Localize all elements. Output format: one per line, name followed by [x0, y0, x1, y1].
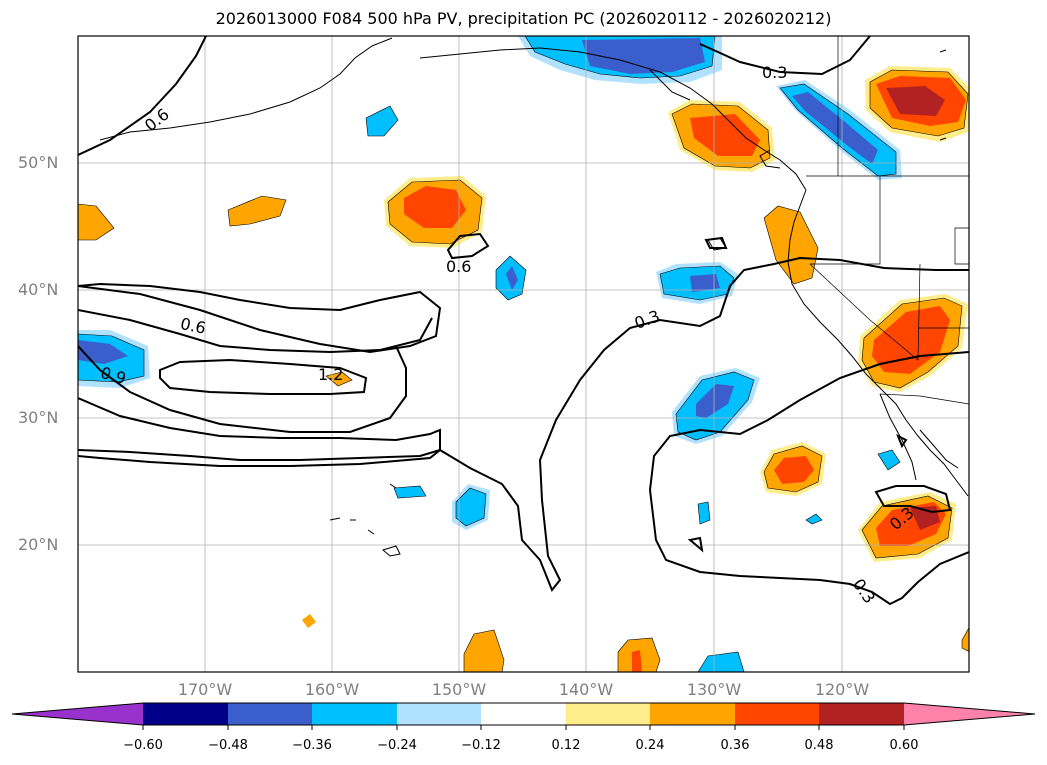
negative-anomaly-shape	[697, 651, 745, 672]
pv-contour	[649, 351, 969, 491]
lat-label: 30°N	[18, 408, 59, 427]
colorbar-extend-low	[12, 703, 143, 725]
map-title: 2026013000 F084 500 hPa PV, precipitatio…	[215, 9, 832, 28]
pv-contour	[699, 36, 871, 76]
lon-label: 160°W	[304, 680, 360, 699]
negative-anomaly-shape	[690, 274, 720, 292]
colorbar-segment	[735, 703, 819, 725]
positive-anomaly-shape	[872, 306, 950, 374]
colorbar-segment	[228, 703, 312, 725]
pv-contour	[874, 485, 952, 514]
positive-anomaly-shape	[302, 614, 316, 628]
colorbar-tick-label: 0.48	[804, 738, 834, 753]
pv-contour	[896, 433, 908, 449]
pv-contour	[446, 232, 490, 260]
pv-contour	[78, 345, 407, 433]
pv-contour	[78, 282, 442, 354]
negative-anomaly-shape	[697, 501, 711, 525]
colorbar-segment	[312, 703, 397, 725]
colorbar-tick-label: −0.60	[123, 738, 163, 753]
pv-contours	[78, 36, 969, 606]
lon-label: 150°W	[431, 680, 487, 699]
contour-label: 0.6	[179, 314, 208, 338]
pv-contour	[159, 358, 368, 395]
colorbar-tick-label: 0.60	[889, 738, 919, 753]
contour-label: 0.3	[762, 63, 787, 82]
lon-label: 140°W	[558, 680, 614, 699]
colorbar-segment	[650, 703, 735, 725]
positive-anomaly-shape	[78, 203, 115, 241]
positive-anomaly-shape	[690, 114, 760, 156]
negative-anomaly-shape	[792, 92, 878, 164]
negative-anomaly-shape	[506, 266, 518, 290]
negative-anomaly-shape	[877, 449, 901, 471]
colorbar-segment	[143, 703, 228, 725]
colorbar-tick-label: 0.12	[551, 738, 581, 753]
pv-contour	[78, 36, 207, 156]
positive-anomaly-shape	[463, 629, 505, 672]
lat-label: 50°N	[18, 153, 59, 172]
positive-anomaly-shape	[227, 195, 287, 227]
coastlines	[99, 37, 969, 557]
pv-contour	[687, 536, 704, 553]
colorbar-tick-label: −0.24	[377, 738, 417, 753]
lon-label: 130°W	[686, 680, 742, 699]
colorbar-tick-label: 0.24	[635, 738, 665, 753]
negative-anomaly-shape	[365, 105, 399, 137]
pv-contour	[78, 256, 969, 592]
colorbar-segment	[481, 703, 566, 725]
contour-label: 1.2	[318, 365, 343, 384]
lat-label: 20°N	[18, 535, 59, 554]
graticule	[78, 36, 969, 672]
lat-label: 40°N	[18, 280, 59, 299]
colorbar-tick-label: −0.48	[208, 738, 248, 753]
positive-anomaly-shape	[961, 627, 969, 652]
colorbar-tick-label: 0.36	[720, 738, 750, 753]
map-background	[78, 36, 969, 672]
colorbar-tick-label: −0.36	[292, 738, 332, 753]
lon-label: 120°W	[814, 680, 870, 699]
positive-anomaly-shape	[404, 186, 466, 228]
colorbar-tick-label: −0.12	[461, 738, 501, 753]
negative-anomaly-shape	[78, 340, 128, 364]
contour-label: 0.6	[446, 257, 471, 276]
negative-anomaly-shape	[393, 485, 427, 499]
negative-anomaly-shape	[805, 513, 823, 525]
positive-anomaly-shape	[763, 205, 819, 285]
negative-anomaly-shape	[582, 38, 705, 74]
colorbar-segment	[819, 703, 904, 725]
positive-anomaly-shape	[774, 456, 814, 484]
positive-anomaly-shape	[325, 371, 353, 387]
colorbar-extend-high	[904, 703, 1035, 725]
positive-anomaly-shape	[886, 86, 945, 116]
map-frame	[77, 35, 970, 673]
lon-label: 170°W	[177, 680, 233, 699]
positive-anomaly-shape	[632, 650, 642, 672]
colorbar-segment	[397, 703, 481, 725]
pv-contour	[78, 397, 441, 467]
precip-anomaly-layer	[78, 36, 969, 672]
pv-contour	[649, 489, 969, 606]
political-borders	[806, 36, 969, 405]
colorbar-segment	[566, 703, 650, 725]
negative-anomaly-shape	[455, 487, 487, 527]
negative-anomaly-shape	[696, 384, 734, 418]
pv-contour	[78, 309, 433, 354]
colorbar	[11, 702, 1036, 730]
pv-contour	[704, 236, 728, 249]
